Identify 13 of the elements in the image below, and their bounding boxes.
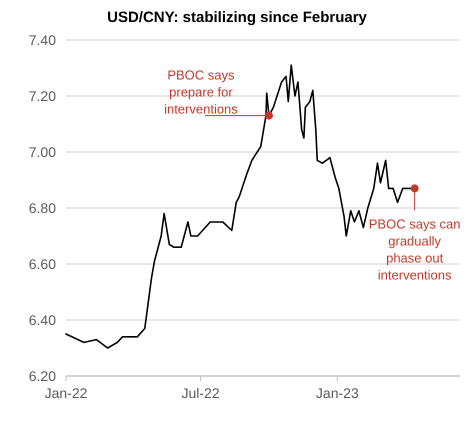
y-tick-label: 7.40 [28, 32, 56, 48]
x-tick-label: Jul-22 [181, 385, 220, 401]
y-tick-label: 6.40 [28, 312, 56, 328]
chart-title: USD/CNY: stabilizing since February [107, 9, 368, 26]
y-tick-label: 6.20 [28, 368, 56, 384]
annotation: PBOC says prepare for interventions [164, 68, 238, 117]
y-tick-label: 7.00 [28, 144, 56, 160]
x-tick-label: Jan-22 [44, 385, 88, 401]
y-tick-label: 6.60 [28, 256, 56, 272]
y-tick-label: 6.80 [28, 200, 56, 216]
annotation: PBOC says can gradually phase out interventions [368, 216, 461, 282]
x-tick-label: Jan-23 [316, 385, 359, 401]
y-tick-label: 7.20 [28, 88, 56, 104]
